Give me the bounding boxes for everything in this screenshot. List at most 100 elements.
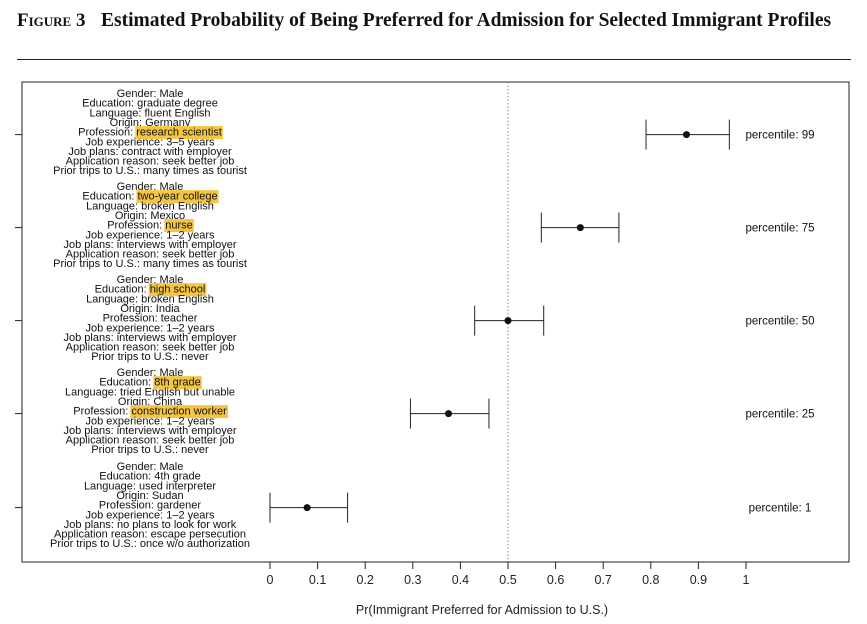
header-rule (17, 59, 851, 60)
x-axis-label: Pr(Immigrant Preferred for Admission to … (356, 603, 608, 617)
profile-attribute: Application reason: escape persecution (54, 529, 246, 541)
attribute-value: 3–5 years (166, 136, 215, 148)
estimate-point (303, 504, 311, 512)
attribute-value: Male (159, 367, 183, 379)
attribute-key: Job plans: (64, 519, 117, 531)
attribute-value: two-year college (137, 191, 217, 203)
profile-attribute: Profession: research scientist (78, 127, 222, 139)
profile-attribute: Job experience: 1–2 years (85, 322, 215, 334)
attribute-value: Sudan (152, 490, 184, 502)
highlight-box (136, 190, 219, 204)
percentile-label: percentile: 99 (745, 130, 814, 142)
profile-attribute: Job plans: interviews with employer (63, 425, 236, 437)
attribute-key: Job experience: (85, 322, 166, 334)
profile-attribute: Origin: Sudan (116, 490, 183, 502)
attribute-key: Prior trips to U.S.: (50, 538, 140, 550)
profile-attribute: Origin: India (120, 303, 180, 315)
attribute-value: 1–2 years (166, 229, 215, 241)
attribute-key: Profession: (78, 127, 136, 139)
profile-attribute: Prior trips to U.S.: many times as touri… (53, 165, 247, 177)
x-tick-label: 0.1 (309, 573, 326, 587)
attribute-value: never (181, 444, 209, 456)
profile-attribute: Prior trips to U.S.: never (91, 444, 209, 456)
attribute-key: Gender: (117, 367, 160, 379)
attribute-key: Education: (99, 471, 154, 483)
attribute-value: Germany (145, 117, 191, 129)
x-tick-label: 0.6 (547, 573, 564, 587)
attribute-key: Gender: (117, 181, 160, 193)
profile-attribute: Language: fluent English (89, 107, 210, 119)
attribute-key: Job experience: (85, 136, 166, 148)
attribute-key: Application reason: (66, 435, 163, 447)
profile-attribute: Profession: teacher (103, 313, 198, 325)
highlight-box (130, 405, 229, 419)
percentile-label: percentile: 1 (749, 503, 812, 515)
profile-attribute: Language: used interpreter (84, 480, 216, 492)
attribute-key: Education: (82, 191, 137, 203)
attribute-key: Job experience: (85, 509, 166, 521)
attribute-value: 1–2 years (166, 322, 215, 334)
x-tick-label: 1 (743, 573, 750, 587)
attribute-key: Job experience: (85, 229, 166, 241)
attribute-value: Male (159, 181, 183, 193)
attribute-key: Language: (86, 293, 141, 305)
profile-attribute: Prior trips to U.S.: many times as touri… (53, 258, 247, 270)
profile-attribute: Gender: Male (117, 274, 184, 286)
profile-attribute: Profession: nurse (107, 220, 193, 232)
figure-label: Figure 3 (17, 10, 86, 31)
attribute-key: Prior trips to U.S.: (91, 444, 181, 456)
attribute-key: Profession: (107, 220, 165, 232)
profile-attribute: Job experience: 3–5 years (85, 136, 215, 148)
x-tick-label: 0.8 (642, 573, 659, 587)
attribute-key: Origin: (118, 396, 153, 408)
attribute-value: gardener (157, 500, 201, 512)
highlight-box (135, 126, 223, 140)
profile-attribute: Origin: China (118, 396, 183, 408)
attribute-key: Language: (86, 200, 141, 212)
attribute-key: Origin: (115, 210, 150, 222)
attribute-value: many times as tourist (143, 165, 247, 177)
profile-attribute: Application reason: seek better job (66, 249, 235, 261)
attribute-key: Profession: (99, 500, 157, 512)
attribute-value: 8th grade (154, 377, 200, 389)
attribute-key: Language: (89, 107, 144, 119)
attribute-value: broken English (141, 293, 214, 305)
attribute-value: interviews with employer (117, 425, 237, 437)
profile-attribute: Job plans: interviews with employer (63, 239, 236, 251)
estimate-point (504, 317, 512, 325)
profile-attribute: Job experience: 1–2 years (85, 415, 215, 427)
attribute-key: Job plans: (63, 425, 116, 437)
profile-attribute: Job plans: interviews with employer (63, 332, 236, 344)
attribute-value: seek better job (162, 249, 234, 261)
x-tick-label: 0.2 (357, 573, 374, 587)
attribute-key: Job plans: (63, 332, 116, 344)
attribute-value: Male (159, 461, 183, 473)
attribute-value: Male (159, 274, 183, 286)
attribute-value: many times as tourist (143, 258, 247, 270)
figure-title: Estimated Probability of Being Preferred… (101, 10, 832, 31)
attribute-value: interviews with employer (117, 239, 237, 251)
attribute-value: graduate degree (137, 98, 218, 110)
profile-attribute: Language: broken English (86, 200, 214, 212)
attribute-key: Gender: (117, 274, 160, 286)
attribute-key: Prior trips to U.S.: (53, 258, 143, 270)
attribute-key: Profession: (73, 406, 131, 418)
attribute-value: never (181, 351, 209, 363)
profile-attribute: Language: broken English (86, 293, 214, 305)
profile-attribute: Gender: Male (117, 181, 184, 193)
percentile-label: percentile: 75 (745, 223, 814, 235)
attribute-key: Origin: (110, 117, 145, 129)
attribute-key: Profession: (103, 313, 161, 325)
profile-attribute: Origin: Germany (110, 117, 191, 129)
attribute-value: teacher (161, 313, 198, 325)
estimate-point (683, 131, 690, 139)
attribute-value: research scientist (136, 127, 222, 139)
attribute-key: Job plans: (68, 146, 121, 158)
x-tick-label: 0.9 (690, 573, 707, 587)
x-tick-label: 0.7 (595, 573, 612, 587)
